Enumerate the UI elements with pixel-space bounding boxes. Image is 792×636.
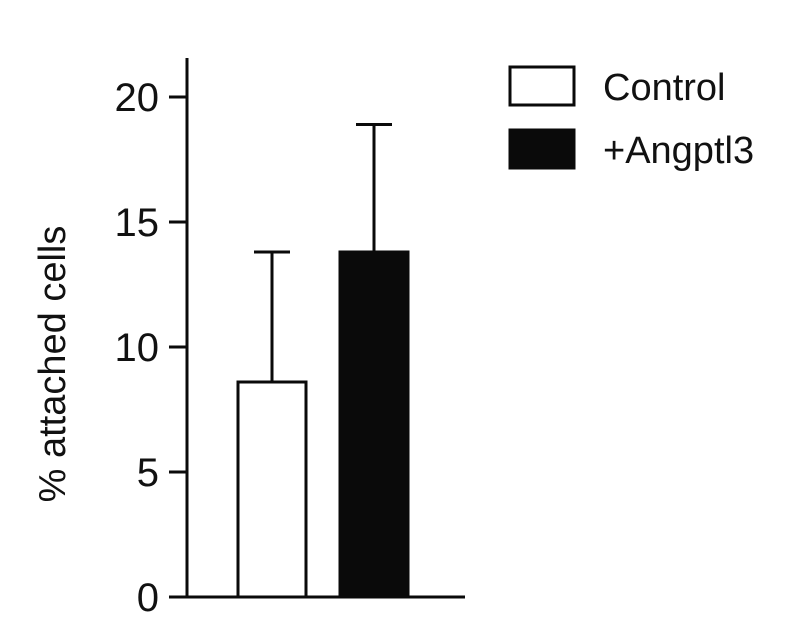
legend-label-2: +Angptl3	[603, 130, 754, 172]
y-axis-title: % attached cells	[32, 226, 74, 503]
y-axis: 0 5 10 15 20	[115, 58, 189, 620]
bar-1	[236, 380, 308, 599]
legend: Control +Angptl3	[508, 65, 754, 172]
y-tick-label: 5	[137, 451, 159, 495]
legend-label-1: Control	[603, 67, 726, 109]
y-tick-label: 15	[115, 201, 160, 245]
bar-2	[338, 250, 410, 599]
legend-swatch-2	[508, 128, 576, 170]
y-tick-label: 0	[137, 576, 159, 620]
y-tick-label: 20	[115, 76, 160, 120]
legend-swatch-1	[508, 65, 576, 107]
y-tick-label: 10	[115, 326, 160, 370]
bars	[236, 123, 410, 599]
